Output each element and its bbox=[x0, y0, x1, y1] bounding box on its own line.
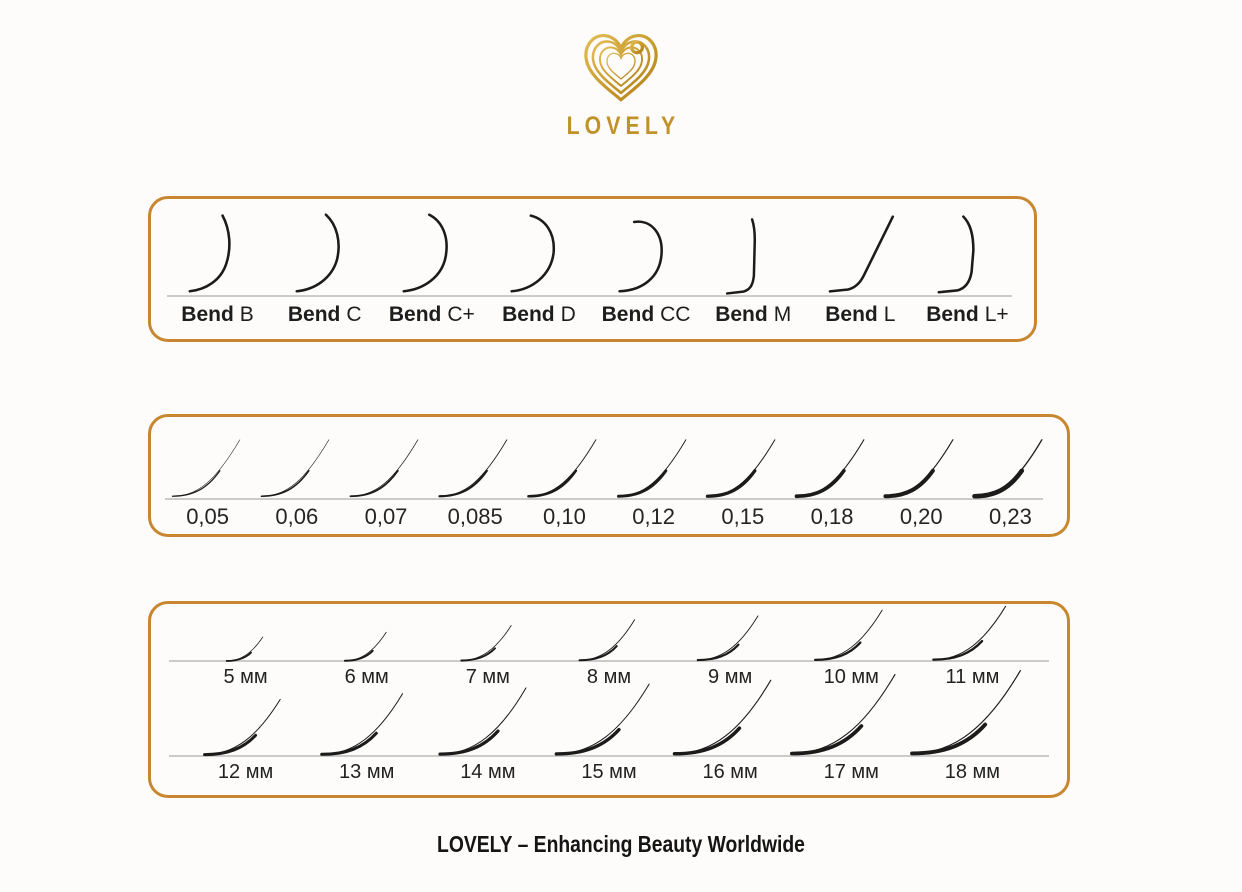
length-label: 8 мм bbox=[586, 666, 632, 688]
length-label: 18 мм bbox=[944, 761, 1001, 783]
footer-tagline: LOVELY – Enhancing Beauty Worldwide bbox=[437, 831, 805, 857]
lengths-row2-curves bbox=[185, 665, 1033, 757]
thickness-label: 0,23 bbox=[989, 504, 1032, 529]
brand-wordmark: LOVELY bbox=[566, 112, 681, 140]
bend-label: Bend M bbox=[715, 303, 792, 326]
brand-logo: LOVELY bbox=[0, 26, 1242, 141]
bend-label: Bend L bbox=[825, 303, 896, 326]
length-label: 12 мм bbox=[217, 761, 274, 783]
thickness-labels-row: 0,05 0,06 0,07 0,085 0,10 0,12 0,15 0,18… bbox=[163, 504, 1055, 530]
bend-c-curve-icon bbox=[295, 213, 340, 293]
bend-l-plus-curve-icon bbox=[937, 215, 976, 294]
thickness-panel: 0,05 0,06 0,07 0,085 0,10 0,12 0,15 0,18… bbox=[148, 414, 1070, 537]
bend-l-curve-icon bbox=[828, 215, 895, 293]
lengths-row2-baseline bbox=[169, 755, 1049, 757]
bend-c-plus-curve-icon bbox=[402, 213, 448, 293]
length-curve-icon bbox=[670, 677, 782, 757]
thickness-curve-icon bbox=[972, 439, 1043, 499]
length-curve-icon bbox=[695, 614, 765, 662]
thickness-label: 0,06 bbox=[275, 504, 319, 529]
length-label: 13 мм bbox=[339, 761, 395, 783]
bends-curves-row bbox=[164, 206, 1021, 297]
length-curve-icon bbox=[343, 631, 391, 662]
bend-label: Bend C+ bbox=[388, 303, 475, 326]
thickness-curve-icon bbox=[438, 439, 508, 498]
bend-label: Bend L+ bbox=[926, 303, 1009, 326]
thickness-label: 0,20 bbox=[899, 504, 943, 529]
bends-panel: Bend B Bend C Bend C+ Bend D Bend CC Bend M Be… bbox=[148, 196, 1037, 342]
lengths-row1-curves bbox=[185, 604, 1033, 662]
length-curve-icon bbox=[930, 604, 1014, 662]
length-label: 16 мм bbox=[702, 761, 758, 783]
lengths-row2-labels: 12 мм 13 мм 14 мм 15 мм 16 мм 17 мм 18 м… bbox=[185, 761, 1033, 784]
thickness-label: 0,10 bbox=[543, 504, 586, 529]
length-curve-icon bbox=[552, 681, 660, 757]
bends-baseline bbox=[167, 295, 1012, 297]
thickness-baseline bbox=[165, 498, 1043, 500]
bends-labels-row: Bend B Bend C Bend C+ Bend D Bend CC Bend M Be… bbox=[164, 303, 1021, 327]
length-label: 11 мм bbox=[945, 666, 1000, 688]
thickness-label: 0,12 bbox=[632, 504, 676, 529]
bend-label: Bend CC bbox=[601, 303, 691, 326]
thickness-curve-icon bbox=[705, 439, 776, 498]
thickness-label: 0,05 bbox=[186, 504, 230, 529]
bend-b-curve-icon bbox=[188, 214, 231, 293]
thickness-curve-icon bbox=[171, 439, 240, 497]
bend-label: Bend D bbox=[502, 303, 576, 326]
length-label: 10 мм bbox=[823, 666, 879, 688]
length-label: 15 мм bbox=[581, 761, 637, 783]
length-label: 9 мм bbox=[708, 666, 753, 688]
length-curve-icon bbox=[812, 608, 890, 662]
bend-cc-curve-icon bbox=[618, 220, 663, 293]
lengths-row1-labels: 5 мм 6 мм 7 мм 8 мм 9 мм 10 мм 11 мм bbox=[185, 666, 1033, 689]
length-label: 14 мм bbox=[460, 761, 516, 783]
length-label: 6 мм bbox=[344, 666, 389, 688]
thickness-curve-icon bbox=[883, 439, 954, 499]
thickness-label: 0,085 bbox=[447, 504, 503, 529]
thickness-curve-icon bbox=[616, 439, 686, 498]
bend-m-curve-icon bbox=[726, 218, 757, 295]
lengths-panel: 5 мм 6 мм 7 мм 8 мм 9 мм 10 мм 11 мм 12 … bbox=[148, 601, 1070, 798]
lengths-row1-baseline bbox=[169, 660, 1049, 662]
bend-d-curve-icon bbox=[510, 214, 555, 293]
bend-label: Bend B bbox=[181, 303, 254, 326]
length-curve-icon bbox=[459, 624, 517, 662]
length-label: 17 мм bbox=[823, 761, 879, 783]
bend-label: Bend C bbox=[287, 303, 362, 326]
thickness-curve-icon bbox=[349, 439, 419, 498]
heart-lines-icon bbox=[584, 33, 658, 102]
thickness-curve-icon bbox=[794, 439, 865, 499]
length-curve-icon bbox=[225, 636, 267, 662]
length-curve-icon bbox=[577, 618, 641, 662]
thickness-label: 0,07 bbox=[364, 504, 408, 529]
thickness-curve-icon bbox=[260, 439, 330, 498]
length-curve-icon bbox=[787, 671, 907, 757]
thickness-label: 0,18 bbox=[810, 504, 854, 529]
length-curve-icon bbox=[201, 697, 289, 757]
thickness-curve-icon bbox=[527, 439, 597, 498]
length-label: 5 мм bbox=[223, 666, 268, 688]
length-curve-icon bbox=[318, 691, 412, 757]
length-curve-icon bbox=[907, 667, 1033, 757]
thickness-curves-row bbox=[163, 434, 1055, 500]
thickness-label: 0,15 bbox=[721, 504, 765, 529]
length-label: 7 мм bbox=[465, 666, 510, 688]
footer: LOVELY – Enhancing Beauty Worldwide bbox=[0, 831, 1242, 858]
length-curve-icon bbox=[436, 685, 536, 757]
